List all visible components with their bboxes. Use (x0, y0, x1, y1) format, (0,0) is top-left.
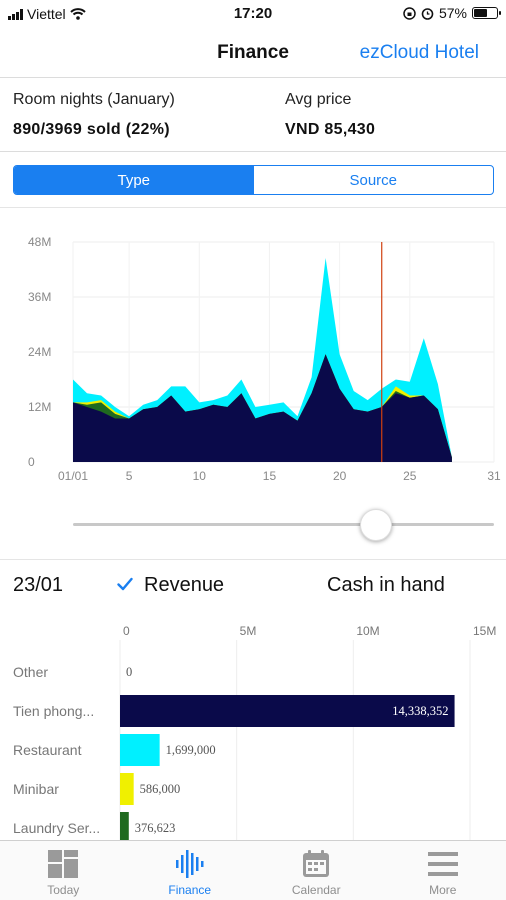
y-tick-label: 24M (28, 345, 51, 359)
detail-header: 23/01 Revenue Cash in hand (0, 562, 506, 608)
revenue-breakdown-chart: 0 5M 10M 15M Other 0 Tien phong... 14,338,352 Re… (0, 610, 506, 840)
bar-value-label: 376,623 (135, 821, 176, 835)
y-tick-label: 36M (28, 290, 51, 304)
room-nights-value: 890/3969 sold (22%) (13, 121, 170, 138)
category-label: Tien phong... (13, 703, 94, 719)
waveform-icon (175, 850, 204, 878)
page-title: Finance (217, 42, 289, 63)
room-nights-label: Room nights (January) (13, 91, 175, 108)
x-tick-label: 15M (473, 624, 496, 638)
tab-finance[interactable]: Finance (127, 841, 254, 900)
wifi-icon (69, 8, 86, 20)
signal-icon (8, 8, 23, 20)
checkmark-icon[interactable] (117, 577, 133, 591)
battery-icon (472, 7, 501, 19)
status-bar: Viettel 17:20 57% (0, 0, 506, 28)
revenue-area-chart[interactable]: 0 12M 24M 36M 48M 01/01 5 10 15 20 25 31 (0, 207, 506, 560)
navigation-bar: Finance ezCloud Hotel (0, 28, 506, 78)
battery-percent: 57% (438, 5, 467, 21)
x-tick-label: 15 (263, 469, 277, 483)
calendar-icon (303, 850, 330, 877)
x-tick-label: 0 (123, 624, 130, 638)
tab-calendar[interactable]: Calendar (253, 841, 380, 900)
x-tick-label: 10 (193, 469, 207, 483)
tab-more-label: More (429, 883, 457, 897)
bar[interactable] (120, 812, 129, 840)
category-label: Minibar (13, 781, 59, 797)
x-tick-label: 31 (487, 469, 501, 483)
bar-value-label: 14,338,352 (392, 704, 448, 718)
tab-bar: Today Finance Calendar More (0, 840, 506, 900)
bar-value-label: 1,699,000 (166, 743, 216, 757)
segment-source[interactable]: Source (349, 171, 398, 189)
x-tick-label: 20 (333, 469, 347, 483)
x-tick-label: 01/01 (58, 469, 88, 483)
x-tick-label: 5 (126, 469, 133, 483)
tab-today[interactable]: Today (0, 841, 127, 900)
segment-type[interactable]: Type (14, 166, 254, 194)
hotel-name-button[interactable]: ezCloud Hotel (359, 42, 479, 63)
bar[interactable] (120, 695, 455, 727)
cash-in-hand-toggle[interactable]: Cash in hand (327, 574, 445, 596)
status-time: 17:20 (233, 5, 273, 22)
menu-icon (427, 852, 458, 876)
bar-value-label: 0 (126, 665, 132, 679)
avg-price-value: VND 85,430 (285, 121, 376, 138)
bar[interactable] (120, 773, 134, 805)
tab-today-label: Today (47, 883, 80, 897)
category-label: Other (13, 664, 48, 680)
tab-more[interactable]: More (380, 841, 506, 900)
area-series-tien-phong (73, 354, 452, 462)
tab-finance-label: Finance (168, 883, 212, 897)
area-chart-svg: 0 12M 24M 36M 48M 01/01 5 10 15 20 25 31 (28, 235, 501, 483)
y-tick-label: 48M (28, 235, 51, 249)
date-slider-thumb[interactable] (360, 509, 393, 541)
category-label: Restaurant (13, 742, 82, 758)
status-right: 57% (403, 5, 501, 21)
x-tick-label: 25 (403, 469, 417, 483)
breakdown-chart-svg: 0 5M 10M 15M Other 0 Tien phong... 14,338,352 Re… (13, 624, 496, 840)
battery-level (474, 9, 487, 17)
x-tick-label: 10M (356, 624, 379, 638)
dashboard-icon (48, 850, 79, 878)
carrier-label: Viettel (27, 6, 66, 22)
selected-date: 23/01 (13, 574, 64, 596)
tab-calendar-label: Calendar (291, 883, 341, 897)
category-label: Laundry Ser... (13, 820, 100, 836)
avg-price-label: Avg price (285, 91, 352, 108)
segmented-control: Type Source (13, 165, 494, 195)
y-tick-label: 12M (28, 400, 51, 414)
bar-value-label: 586,000 (140, 782, 181, 796)
summary-panel: Room nights (January) 890/3969 sold (22%… (0, 79, 506, 152)
bar[interactable] (120, 734, 160, 766)
alarm-icon (421, 7, 434, 20)
status-left: Viettel (8, 6, 86, 22)
orientation-lock-icon (403, 6, 416, 20)
revenue-toggle[interactable]: Revenue (144, 574, 225, 596)
date-slider-track[interactable] (73, 523, 494, 526)
x-tick-label: 5M (240, 624, 257, 638)
y-tick-label: 0 (28, 455, 35, 469)
